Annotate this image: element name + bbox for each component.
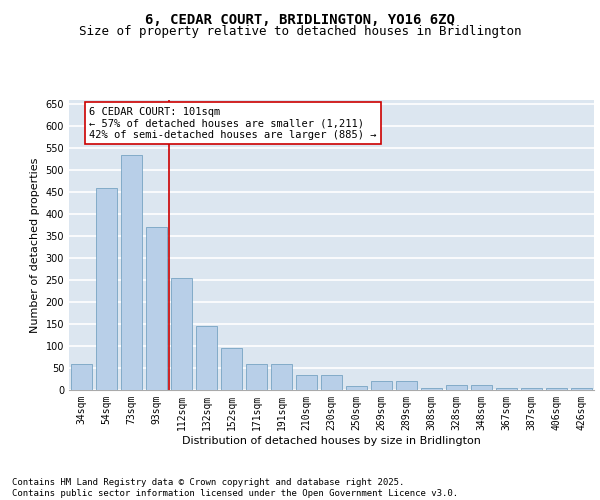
Bar bbox=[196, 326, 217, 390]
Bar bbox=[221, 348, 242, 390]
Bar bbox=[246, 364, 267, 390]
Bar bbox=[71, 364, 92, 390]
Bar bbox=[271, 364, 292, 390]
Text: Contains HM Land Registry data © Crown copyright and database right 2025.
Contai: Contains HM Land Registry data © Crown c… bbox=[12, 478, 458, 498]
Bar bbox=[446, 384, 467, 390]
Bar bbox=[546, 388, 567, 390]
Bar bbox=[396, 381, 417, 390]
Bar bbox=[96, 188, 117, 390]
Bar bbox=[121, 155, 142, 390]
X-axis label: Distribution of detached houses by size in Bridlington: Distribution of detached houses by size … bbox=[182, 436, 481, 446]
Text: 6, CEDAR COURT, BRIDLINGTON, YO16 6ZQ: 6, CEDAR COURT, BRIDLINGTON, YO16 6ZQ bbox=[145, 12, 455, 26]
Bar bbox=[146, 228, 167, 390]
Bar bbox=[171, 278, 192, 390]
Bar bbox=[321, 374, 342, 390]
Bar bbox=[471, 384, 492, 390]
Bar bbox=[296, 374, 317, 390]
Bar bbox=[521, 388, 542, 390]
Bar bbox=[421, 388, 442, 390]
Bar bbox=[496, 388, 517, 390]
Y-axis label: Number of detached properties: Number of detached properties bbox=[30, 158, 40, 332]
Bar bbox=[346, 386, 367, 390]
Bar bbox=[371, 381, 392, 390]
Text: Size of property relative to detached houses in Bridlington: Size of property relative to detached ho… bbox=[79, 25, 521, 38]
Text: 6 CEDAR COURT: 101sqm
← 57% of detached houses are smaller (1,211)
42% of semi-d: 6 CEDAR COURT: 101sqm ← 57% of detached … bbox=[89, 106, 377, 140]
Bar bbox=[571, 388, 592, 390]
